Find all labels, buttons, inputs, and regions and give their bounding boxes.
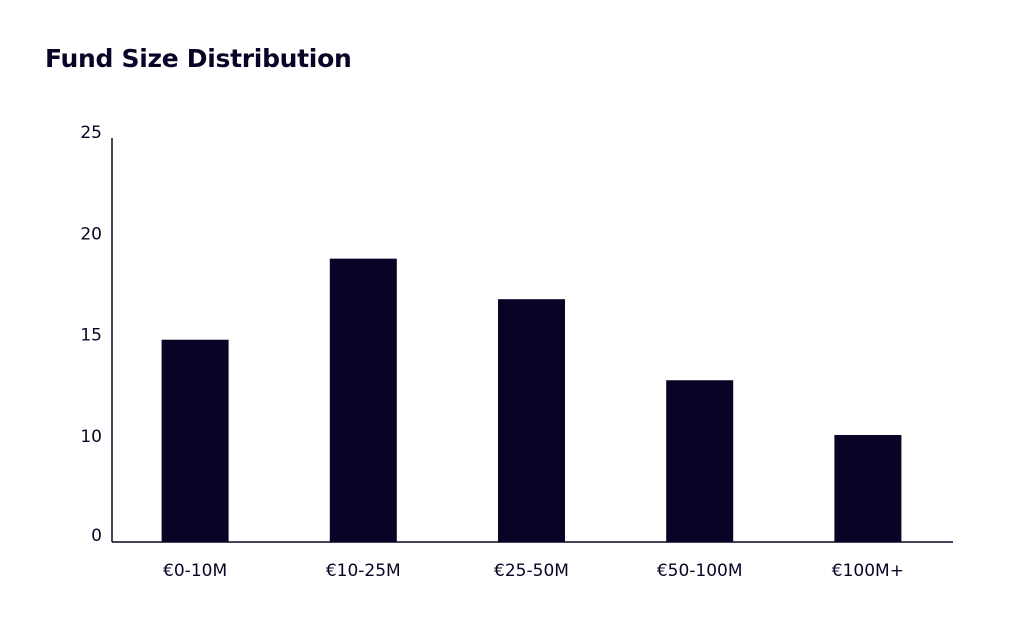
bar <box>834 434 902 542</box>
x-category-label: €100M+ <box>832 561 904 581</box>
bar <box>329 258 397 542</box>
y-tick-label: 15 <box>80 326 102 346</box>
y-tick-label: 25 <box>80 123 102 143</box>
chart-title: Fund Size Distribution <box>45 44 352 73</box>
x-category-label: €10-25M <box>326 561 401 581</box>
y-tick-label: 0 <box>91 526 102 546</box>
bar <box>498 299 565 542</box>
bar <box>161 339 229 542</box>
x-category-label: €50-100M <box>657 561 743 581</box>
y-tick-label: 20 <box>80 224 102 244</box>
bar <box>666 380 734 542</box>
x-category-label: €0-10M <box>163 561 227 581</box>
y-tick-label: 10 <box>80 427 102 447</box>
x-category-label: €25-50M <box>494 561 569 581</box>
